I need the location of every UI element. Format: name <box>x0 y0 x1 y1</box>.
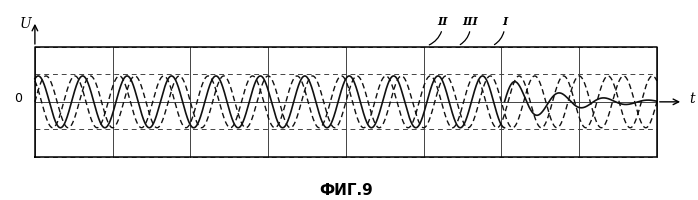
Text: 0: 0 <box>14 92 22 105</box>
Text: II: II <box>437 16 447 27</box>
Text: U: U <box>20 17 31 31</box>
Text: III: III <box>462 16 478 27</box>
Text: t: t <box>689 92 695 106</box>
Text: I: I <box>502 16 507 27</box>
Text: ФИГ.9: ФИГ.9 <box>319 183 373 198</box>
